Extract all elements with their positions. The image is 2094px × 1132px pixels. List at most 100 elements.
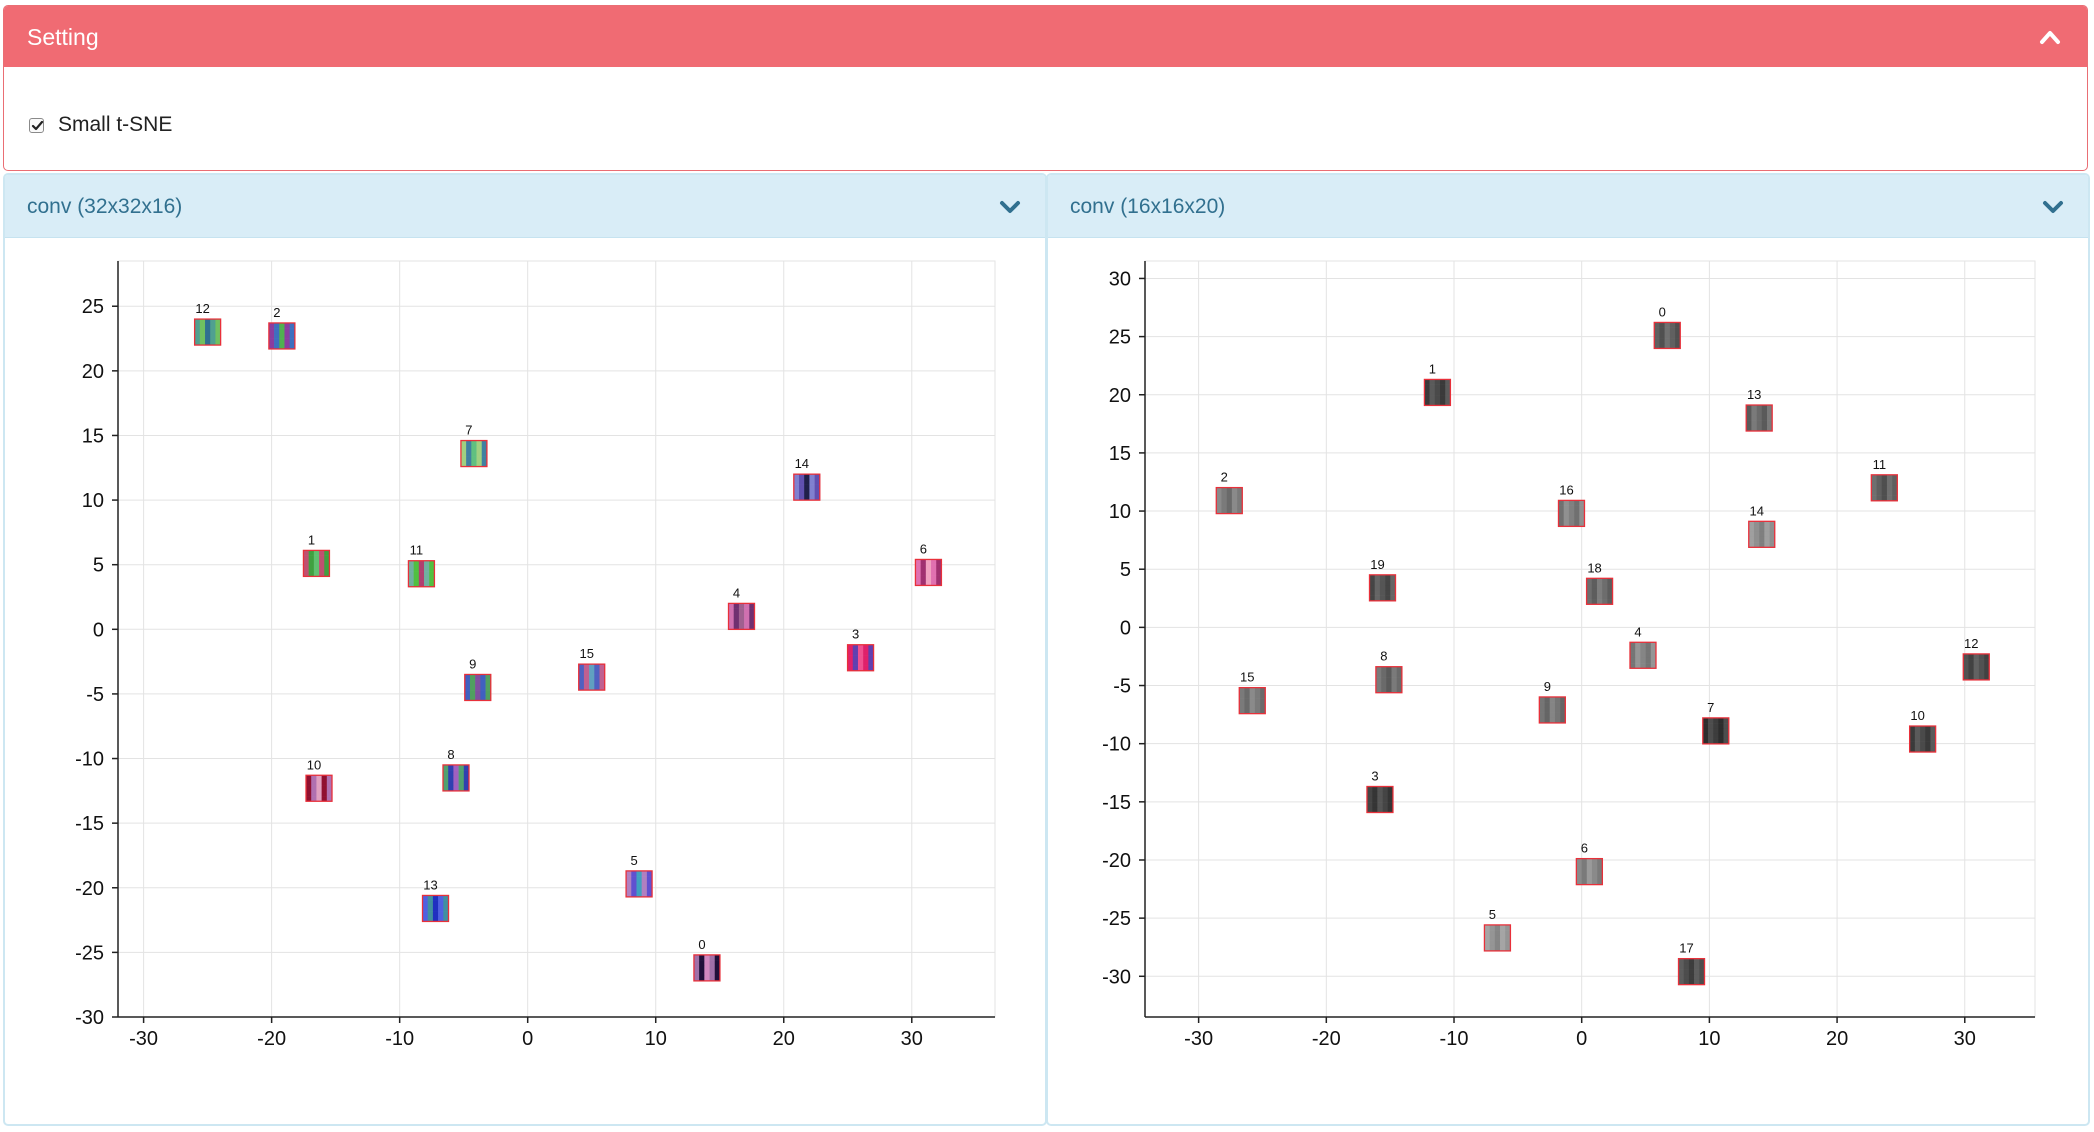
- tsne-point-12[interactable]: 12: [193, 301, 222, 346]
- tsne-point-2[interactable]: 2: [1215, 470, 1243, 515]
- thumbnail-pixel: [418, 560, 425, 567]
- tsne-point-6[interactable]: 6: [1575, 841, 1604, 886]
- tsne-point-16[interactable]: 16: [1557, 482, 1586, 528]
- thumbnail-pixel: [1385, 574, 1391, 581]
- thumbnail-border: [268, 322, 296, 350]
- tsne-point-15[interactable]: 15: [578, 646, 606, 691]
- thumbnail-pixel: [931, 575, 937, 581]
- tsne-point-9[interactable]: 9: [1538, 679, 1566, 724]
- thumbnail-pixel: [443, 905, 449, 912]
- tsne-point-3[interactable]: 3: [1366, 769, 1394, 814]
- tsne-point-13[interactable]: 13: [1745, 387, 1773, 432]
- thumbnail-pixel: [798, 489, 805, 496]
- small-tsne-option[interactable]: Small t-SNE: [29, 110, 172, 140]
- thumbnail-pixel: [798, 484, 805, 491]
- thumbnail-pixel: [578, 679, 585, 686]
- small-tsne-label[interactable]: Small t-SNE: [58, 113, 173, 136]
- thumbnail-pixel: [1387, 807, 1394, 813]
- tsne-point-14[interactable]: 14: [793, 456, 821, 501]
- thumbnail-pixel: [464, 690, 471, 696]
- conv-32x32x16-header[interactable]: conv (32x32x16): [5, 175, 1045, 238]
- tsne-point-9[interactable]: 9: [464, 656, 492, 702]
- thumbnail-pixel: [1635, 663, 1641, 669]
- thumbnail-pixel: [1494, 940, 1501, 947]
- tsne-point-0[interactable]: 0: [693, 937, 721, 982]
- thumbnail-pixel: [863, 660, 869, 666]
- thumbnail-pixel: [469, 695, 476, 701]
- thumbnail-pixel: [1675, 322, 1681, 328]
- thumbnail-pixel: [1434, 400, 1441, 406]
- tsne-point-11[interactable]: 11: [1870, 457, 1898, 502]
- thumbnail-pixel: [1387, 802, 1394, 808]
- tsne-point-14[interactable]: 14: [1748, 503, 1776, 548]
- tsne-point-8[interactable]: 8: [442, 747, 470, 792]
- point-label: 13: [423, 877, 437, 892]
- thumbnail-pixel: [1597, 869, 1603, 875]
- thumbnail-pixel: [481, 450, 488, 457]
- thumbnail-pixel: [1226, 508, 1233, 514]
- thumbnail-border: [846, 644, 875, 672]
- conv-16x16x20-header[interactable]: conv (16x16x20): [1048, 175, 2088, 238]
- tsne-point-13[interactable]: 13: [421, 877, 450, 923]
- thumbnail-pixel: [1560, 717, 1566, 724]
- tsne-point-5[interactable]: 5: [1483, 907, 1512, 952]
- thumbnail-pixel: [1231, 487, 1238, 494]
- thumbnail-pixel: [1381, 687, 1387, 694]
- tsne-point-10[interactable]: 10: [1908, 708, 1937, 753]
- thumbnail-pixel: [852, 649, 859, 656]
- tsne-point-7[interactable]: 7: [1702, 700, 1730, 745]
- thumbnail-pixel: [1602, 578, 1608, 584]
- chevron-down-icon[interactable]: [2042, 198, 2064, 216]
- thumbnail-pixel: [1886, 490, 1893, 496]
- tsne-point-18[interactable]: 18: [1585, 560, 1614, 605]
- thumbnail-pixel: [1751, 420, 1757, 427]
- tsne-point-2[interactable]: 2: [268, 305, 296, 350]
- thumbnail-pixel: [1391, 687, 1397, 694]
- thumbnail-border: [1538, 696, 1566, 724]
- thumbnail-pixel: [308, 571, 315, 577]
- thumbnail-pixel: [432, 895, 439, 901]
- tsne-point-1[interactable]: 1: [302, 532, 331, 578]
- thumbnail-pixel: [453, 775, 459, 781]
- tsne-point-0[interactable]: 0: [1653, 304, 1681, 350]
- tsne-point-19[interactable]: 19: [1368, 557, 1397, 602]
- thumbnail-pixel: [481, 461, 488, 467]
- thumbnail-pixel: [1249, 703, 1256, 709]
- thumbnail-pixel: [480, 679, 486, 686]
- thumbnail-pixel: [1892, 495, 1898, 502]
- chevron-up-icon[interactable]: [2039, 28, 2061, 46]
- small-tsne-checkbox[interactable]: [29, 117, 44, 133]
- thumbnail-pixel: [1645, 647, 1652, 653]
- tsne-point-11[interactable]: 11: [407, 543, 436, 588]
- thumbnail-pixel: [321, 780, 328, 786]
- tsne-point-8[interactable]: 8: [1375, 649, 1403, 694]
- setting-header[interactable]: Setting: [4, 6, 2087, 67]
- thumbnail-pixel: [1385, 590, 1391, 596]
- thumbnail-pixel: [194, 334, 201, 341]
- thumbnail-pixel: [1766, 420, 1773, 427]
- thumbnail-pixel: [1379, 585, 1386, 591]
- thumbnail-pixel: [1892, 474, 1898, 481]
- tsne-point-12[interactable]: 12: [1962, 636, 1990, 681]
- tsne-point-4[interactable]: 4: [727, 585, 756, 631]
- thumbnail-pixel: [738, 624, 745, 630]
- tsne-point-10[interactable]: 10: [305, 757, 333, 802]
- tsne-point-15[interactable]: 15: [1238, 670, 1266, 715]
- tsne-point-1[interactable]: 1: [1423, 361, 1452, 407]
- chevron-down-icon[interactable]: [999, 198, 1021, 216]
- tsne-point-5[interactable]: 5: [625, 853, 653, 898]
- tsne-point-3[interactable]: 3: [846, 627, 875, 672]
- tsne-point-4[interactable]: 4: [1629, 624, 1657, 669]
- thumbnail-pixel: [1876, 485, 1883, 491]
- thumbnail-pixel: [863, 665, 869, 672]
- thumbnail-pixel: [1581, 879, 1588, 885]
- thumbnail-pixel: [1751, 410, 1757, 416]
- tsne-point-7[interactable]: 7: [460, 423, 488, 468]
- thumbnail-pixel: [306, 780, 312, 786]
- tsne-point-6[interactable]: 6: [914, 541, 943, 587]
- thumbnail-pixel: [1549, 717, 1556, 724]
- thumbnail-pixel: [284, 338, 290, 345]
- point-label: 17: [1679, 941, 1693, 956]
- thumbnail-pixel: [1640, 647, 1646, 653]
- tsne-point-17[interactable]: 17: [1677, 941, 1706, 986]
